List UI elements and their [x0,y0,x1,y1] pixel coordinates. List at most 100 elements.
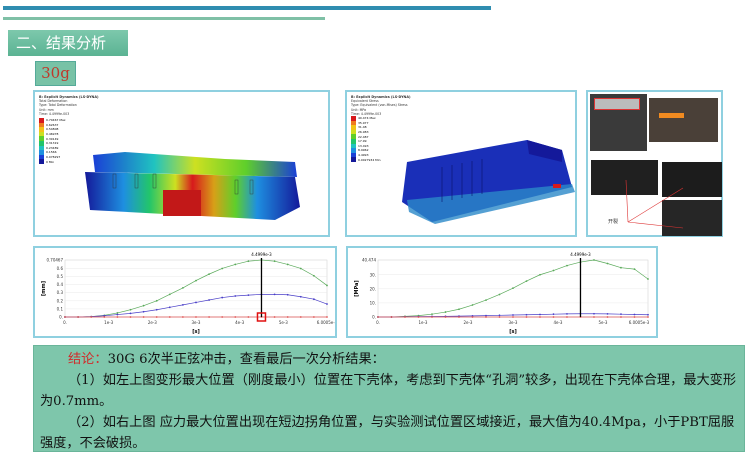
data-point [129,308,132,311]
data-point [620,316,622,318]
legend-entry: 0 Min [39,159,66,164]
x-tick-label: 3e-3 [191,320,200,325]
legend-entry: 0.1566 [39,150,66,155]
data-point [168,316,171,318]
legend-swatch [39,150,44,155]
data-point [155,299,158,302]
data-point [129,312,132,315]
data-point [552,269,555,272]
legend-entry: 0.23489 [39,145,66,151]
y-tick-label: 0. [372,315,376,320]
data-point [633,268,636,271]
deformation-contour-panel: B: Explicit Dynamics (LS-DYNA) Total Defo… [33,90,330,237]
x-tick-label: 0. [63,320,67,325]
data-point [247,294,250,297]
data-point [326,316,328,318]
data-point [181,316,184,318]
data-point [471,304,474,306]
data-point [181,286,184,289]
data-point [458,308,460,311]
data-point [620,313,622,316]
x-tick-label: 5e-3 [279,320,288,325]
heading-line: Equivalent Stress [351,99,379,104]
legend-value: 0.1566 [46,150,57,155]
legend-entry: 0.39149 [39,136,66,141]
y-tick-label: 0.3 [57,290,64,295]
data-point [606,316,609,318]
data-point [208,273,210,276]
data-point [606,313,609,315]
legend-swatch [39,159,44,164]
data-point [512,316,514,318]
x-tick-label: 4e-3 [553,320,562,325]
conclusion-intro: 30G 6次半正弦冲击，查看最后一次分析结果： [107,352,385,367]
test-photo-panel: 开裂 [586,90,723,237]
data-point [444,316,447,318]
y-tick-label: 0.2 [57,298,64,303]
data-point [299,267,302,270]
contour-legend: 40.474 Max 35.977 31.48 26.983 22.487 17.99 13… [351,116,381,162]
heading-line: B: Explicit Dynamics (LS-DYNA) [39,95,99,99]
data-point [326,284,328,287]
data-point [221,316,224,318]
legend-value: 0.46978 [46,132,59,137]
legend-swatch [351,143,356,149]
x-tick-label: 4e-3 [235,320,244,325]
legend-value: 0.62637 [46,122,59,127]
legend-value: 17.99 [358,139,367,144]
y-axis-label: [mm] [41,281,47,296]
data-point [208,316,210,318]
legend-swatch [351,129,356,135]
data-point [498,316,501,318]
heading-line: Time: 4.4999e-003 [351,111,382,116]
legend-entry: 40.474 Max [351,116,381,121]
legend-value: 31.48 [358,125,367,130]
conclusion-point-2: （2）如右上图 应力最大位置出现在短边拐角位置，与实验测试位置区域接近，最大值为… [40,415,735,451]
data-point [552,313,555,316]
x-tick-label: 2e-3 [463,320,472,325]
data-point [498,293,501,296]
heading-line: Type: Total Deformation [39,103,77,108]
legend-swatch [351,116,356,121]
data-point [155,308,158,311]
data-point [195,301,197,304]
data-point [168,293,171,296]
plot-area [64,259,328,318]
legend-value: 40.474 Max [358,116,376,121]
data-point [444,311,447,313]
result-heading: B: Explicit Dynamics (LS-DYNA) Equivalent… [351,95,411,116]
contour-legend: 0.70467 Max 0.62637 0.54808 0.46978 0.39149 0… [39,118,66,164]
legend-swatch [351,138,356,144]
data-point [195,316,197,318]
legend-swatch [39,131,44,137]
sub-accent-bar [3,17,325,20]
legend-value: 0.39149 [46,136,59,141]
data-point [431,316,433,318]
data-point [234,263,237,266]
x-tick-label: 1e-3 [418,320,427,325]
y-tick-label: 0. [59,315,63,320]
y-axis-label: [MPa] [354,280,360,296]
data-point [498,314,501,317]
legend-swatch [351,120,356,126]
data-point [221,267,224,270]
data-point [377,316,379,318]
legend-swatch [351,125,356,130]
data-point [539,273,541,276]
data-point [525,313,528,316]
legend-swatch [351,134,356,139]
legend-entry: 4.4993 [351,152,381,158]
data-point [312,274,315,277]
conclusion-point-1: （1）如左上图变形最大位置（刚度最小）位置在下壳体，考虑到下壳体“孔洞”较多，出… [40,373,737,409]
legend-entry: 0.31319 [39,140,66,146]
legend-value: 0.0027934 Min [358,157,381,162]
data-point [299,316,302,318]
legend-entry: 35.977 [351,120,381,126]
data-point [142,304,145,307]
legend-swatch [39,140,44,146]
data-point [286,263,289,266]
x-tick-label: 6.0005e-3 [629,320,650,325]
data-point [299,295,302,298]
y-tick-label: 10. [370,300,376,305]
legend-swatch [39,154,44,160]
